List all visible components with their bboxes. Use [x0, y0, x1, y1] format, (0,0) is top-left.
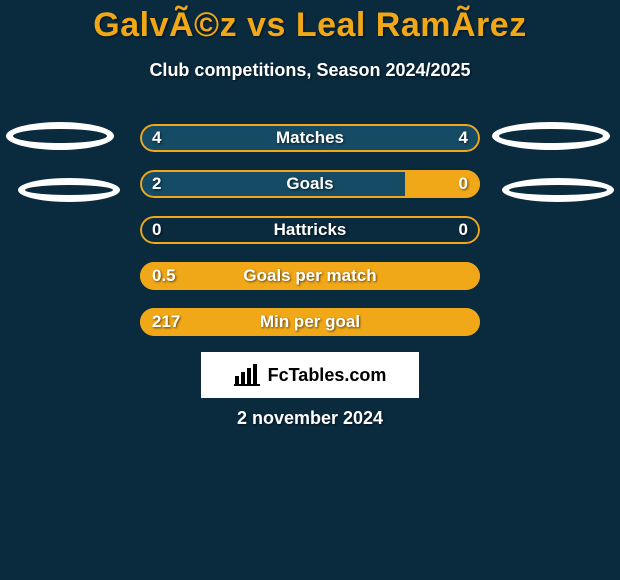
stat-row-goals-per-match: 0.5Goals per match: [140, 262, 480, 290]
logo-text: FcTables.com: [268, 365, 387, 386]
right-player-ellipse: [492, 122, 610, 150]
page-title: GalvÃ©z vs Leal RamÃ­rez: [0, 6, 620, 45]
stat-metric-label: Matches: [140, 124, 480, 152]
date-line: 2 november 2024: [0, 408, 620, 429]
stat-metric-label: Min per goal: [140, 308, 480, 336]
stat-row-hattricks: 0Hattricks0: [140, 216, 480, 244]
stat-metric-label: Hattricks: [140, 216, 480, 244]
stat-row-matches: 4Matches4: [140, 124, 480, 152]
left-player-ellipse: [6, 122, 114, 150]
stat-metric-label: Goals per match: [140, 262, 480, 290]
stat-row-min-per-goal: 217Min per goal: [140, 308, 480, 336]
stat-value-right: 0: [459, 216, 468, 244]
stat-row-goals: 2Goals0: [140, 170, 480, 198]
stat-value-right: 4: [459, 124, 468, 152]
right-player-ellipse: [502, 178, 614, 202]
stats-infographic: GalvÃ©z vs Leal RamÃ­rez Club competitio…: [0, 0, 620, 580]
page-subtitle: Club competitions, Season 2024/2025: [0, 60, 620, 81]
stat-metric-label: Goals: [140, 170, 480, 198]
stat-value-right: 0: [459, 170, 468, 198]
left-player-ellipse: [18, 178, 120, 202]
bar-chart-icon: [234, 364, 260, 386]
fctables-logo: FcTables.com: [201, 352, 419, 398]
